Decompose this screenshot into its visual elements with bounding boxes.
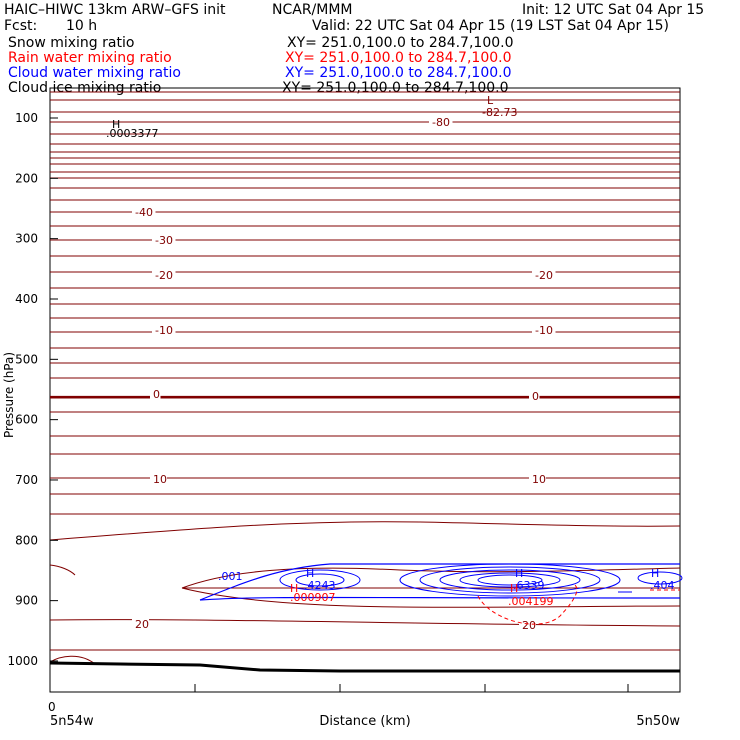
chart-annotation: H [651,567,659,580]
chart-annotation: -82.73 [482,106,517,119]
y-tick-label: 1000 [7,654,38,668]
chart-annotation: .004199 [508,595,554,608]
rain-contour [477,584,578,625]
y-tick-label: 500 [15,352,38,366]
legend-cloud-water-xy: XY= 251.0,100.0 to 284.7,100.0 [285,65,512,81]
label-bg [150,389,161,400]
cloud-water-contour [419,566,601,594]
org-label: NCAR/MMM [272,2,353,18]
chart-annotation: L [487,94,494,107]
y-tick-label: 100 [15,111,38,125]
chart-annotation: H [306,567,314,580]
label-bg [150,474,167,485]
cloud-water-contour [399,563,621,597]
y-tick-label: 700 [15,473,38,487]
cloud-water-contour [637,571,683,585]
chart-annotation: .4243 [304,579,336,592]
isotherm-line [181,567,681,589]
valid-time: Valid: 22 UTC Sat 04 Apr 15 (19 LST Sat … [312,18,670,34]
cloud-water-contour [279,569,361,591]
chart-annotation: H [510,582,518,595]
isotherm-line [49,619,681,627]
y-tick-label: 200 [15,171,38,185]
cloud-water-contour [439,569,581,591]
isotherm-label: 20 [135,618,149,631]
isotherm-label: 0 [532,390,539,403]
isotherm-label: -80 [432,116,450,129]
legend-cloud-water: Cloud water mixing ratio [8,65,181,81]
y-tick-label: 800 [15,533,38,547]
chart-annotation: .001 [218,570,243,583]
isotherm-label: -20 [155,269,173,282]
label-bg [519,620,536,631]
isotherm-label: -40 [135,206,153,219]
y-tick-label: 600 [15,413,38,427]
chart-annotation: .000907 [290,591,336,604]
label-bg [429,117,453,128]
fcst-label: Fcst: [4,18,38,34]
cloud-water-contour [459,572,561,588]
label-bg [529,474,546,485]
label-bg [529,391,540,402]
legend-rain-xy: XY= 251.0,100.0 to 284.7,100.0 [285,50,512,66]
init-time: Init: 12 UTC Sat 04 Apr 15 [522,2,705,18]
isotherm-line [49,521,681,541]
label-bg [132,619,149,630]
isotherm-label: 10 [532,473,546,486]
label-bg [532,270,556,281]
isotherm-label: -30 [155,234,173,247]
isotherm-label: 0 [153,388,160,401]
legend-rain: Rain water mixing ratio [8,50,172,66]
cloud-water-contour [295,573,345,587]
isotherm-label: -10 [535,324,553,337]
fcst-value: 10 h [66,18,98,34]
label-bg [152,325,176,336]
y-tick-label: 900 [15,594,38,608]
chart-annotation: H [290,582,298,595]
cloud-water-contour [477,574,543,586]
label-bg [152,270,176,281]
cloud-water-contour [199,563,680,601]
x-zero-label: 0 [48,700,56,714]
chart-annotation: .0003377 [106,127,159,140]
chart-annotation: .6339 [513,579,545,592]
label-bg [152,235,176,246]
x-axis-title: Distance (km) [319,714,410,729]
y-tick-label: 300 [15,232,38,246]
legend-snow-xy: XY= 251.0,100.0 to 284.7,100.0 [287,35,514,51]
chart-annotation: .404 [650,579,675,592]
y-axis-title: Pressure (hPa) [2,352,16,438]
label-bg [532,325,556,336]
x-left-label: 5n54w [50,714,94,729]
model-title: HAIC–HIWC 13km ARW–GFS init [4,2,226,18]
chart-annotation: H [515,567,523,580]
y-tick-label: 400 [15,292,38,306]
isotherm-label: 10 [153,473,167,486]
terrain-line [49,661,680,673]
cloud-water-contour [199,596,681,601]
label-bg [132,207,156,218]
legend-snow: Snow mixing ratio [8,35,135,51]
isotherm-label: 20 [522,619,536,632]
isotherm-line [49,564,76,576]
x-right-label: 5n50w [636,714,680,729]
plot-frame [49,87,681,693]
isotherm-label: -10 [155,324,173,337]
isotherm-label: -20 [535,269,553,282]
chart-annotation: H [112,118,120,131]
